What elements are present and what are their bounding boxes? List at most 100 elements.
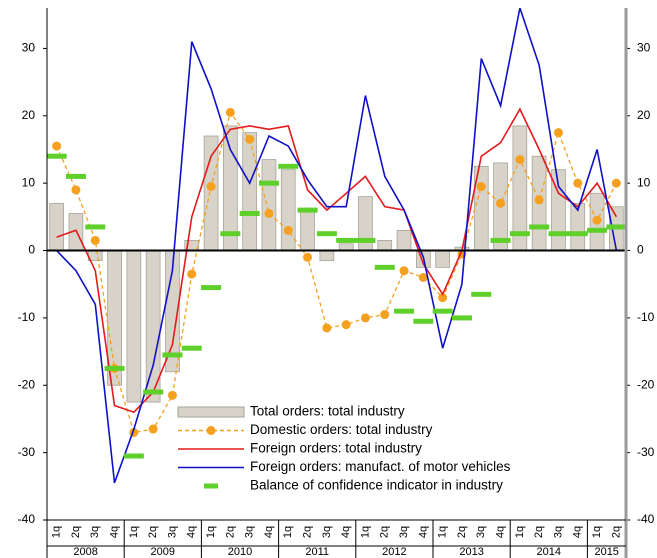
x-tick-label: 2q [379, 526, 391, 538]
year-label: 2012 [382, 546, 406, 558]
dot [418, 272, 428, 282]
x-tick-label: 4q [572, 526, 584, 538]
y-tick-label: 20 [22, 108, 36, 122]
dot [303, 252, 313, 262]
x-tick-label: 2q [70, 526, 82, 538]
dot [496, 198, 506, 208]
x-tick-label: 1q [282, 526, 294, 538]
y2-tick-label: -20 [637, 377, 655, 391]
bar [435, 250, 450, 268]
year-label: 2014 [537, 546, 561, 558]
x-tick-label: 4q [417, 526, 429, 538]
x-tick-label: 4q [494, 526, 506, 538]
dash-marker [65, 173, 86, 179]
x-tick-label: 1q [128, 526, 140, 538]
x-tick-label: 2q [301, 526, 313, 538]
x-tick-label: 2q [224, 526, 236, 538]
dash-marker [278, 163, 299, 169]
bar [49, 202, 64, 251]
dash-marker [451, 315, 472, 321]
year-label: 2009 [151, 546, 175, 558]
dot [553, 128, 563, 138]
y-tick-label: 0 [28, 243, 35, 257]
legend-swatch [204, 483, 218, 489]
year-label: 2015 [594, 546, 618, 558]
dash-marker [471, 291, 492, 297]
dot [341, 320, 351, 330]
dash-marker [587, 227, 608, 233]
dash-marker [85, 224, 106, 230]
x-tick-label: 1q [359, 526, 371, 538]
dot [206, 182, 216, 192]
dash-marker [606, 224, 626, 230]
y-tick-label: -30 [18, 445, 36, 459]
dot [380, 310, 390, 320]
dot [399, 266, 409, 276]
dashed-line [56, 110, 617, 434]
dash-marker [297, 207, 318, 213]
dash-marker [162, 352, 183, 358]
year-label: 2013 [459, 546, 483, 558]
dot [322, 323, 332, 333]
bar [126, 250, 142, 403]
year-label: 2010 [228, 546, 252, 558]
dash-marker [336, 237, 357, 243]
dash-marker [509, 231, 530, 237]
dash-marker [47, 153, 67, 159]
dot [515, 155, 525, 165]
dash-marker [355, 237, 376, 243]
dot [283, 225, 293, 235]
y-tick-label: -40 [18, 512, 36, 526]
x-tick-label: 1q [437, 526, 449, 538]
dot [225, 107, 235, 117]
dot [476, 182, 486, 192]
dot [534, 195, 544, 205]
year-label: 2011 [305, 546, 329, 558]
x-tick-label: 3q [166, 526, 178, 538]
legend-label: Foreign orders: total industry [250, 441, 422, 456]
y-tick-label: 10 [22, 175, 36, 189]
y2-tick-label: -30 [637, 445, 655, 459]
y2-tick-label: -40 [637, 512, 655, 526]
dot [187, 269, 197, 279]
x-tick-label: 2q [533, 526, 545, 538]
x-tick-label: 1q [51, 526, 63, 538]
dash-marker [104, 365, 125, 371]
dash-marker [181, 345, 202, 351]
bar [338, 243, 354, 251]
x-tick-label: 4q [108, 526, 120, 538]
x-tick-label: 4q [263, 526, 275, 538]
x-tick-label: 3q [89, 526, 101, 538]
x-tick-label: 3q [244, 526, 256, 538]
dash-marker [258, 180, 279, 186]
x-tick-label: 3q [321, 526, 333, 538]
legend-swatch-dot [206, 426, 216, 435]
dash-marker [239, 210, 260, 216]
dot [611, 178, 621, 188]
dash-marker [394, 308, 415, 314]
dot [438, 293, 448, 303]
bar [319, 250, 335, 262]
dot [360, 313, 370, 323]
x-tick-label: 2q [147, 526, 159, 538]
dash-marker [374, 264, 395, 270]
bar [261, 159, 277, 251]
dash-marker [316, 231, 337, 237]
dash-marker [490, 237, 511, 243]
dash-marker [220, 231, 241, 237]
legend-swatch [177, 406, 245, 418]
y2-tick-label: 20 [637, 108, 651, 122]
dot [71, 185, 81, 195]
x-tick-label: 3q [398, 526, 410, 538]
dash-marker [123, 453, 144, 459]
bar [377, 240, 393, 251]
dash-marker [548, 231, 569, 237]
y-tick-label: -10 [18, 310, 36, 324]
dash-marker [201, 285, 222, 291]
dot [245, 134, 255, 144]
bar [280, 169, 296, 251]
dot [52, 141, 62, 151]
dash-marker [432, 308, 453, 314]
bar [300, 209, 315, 251]
